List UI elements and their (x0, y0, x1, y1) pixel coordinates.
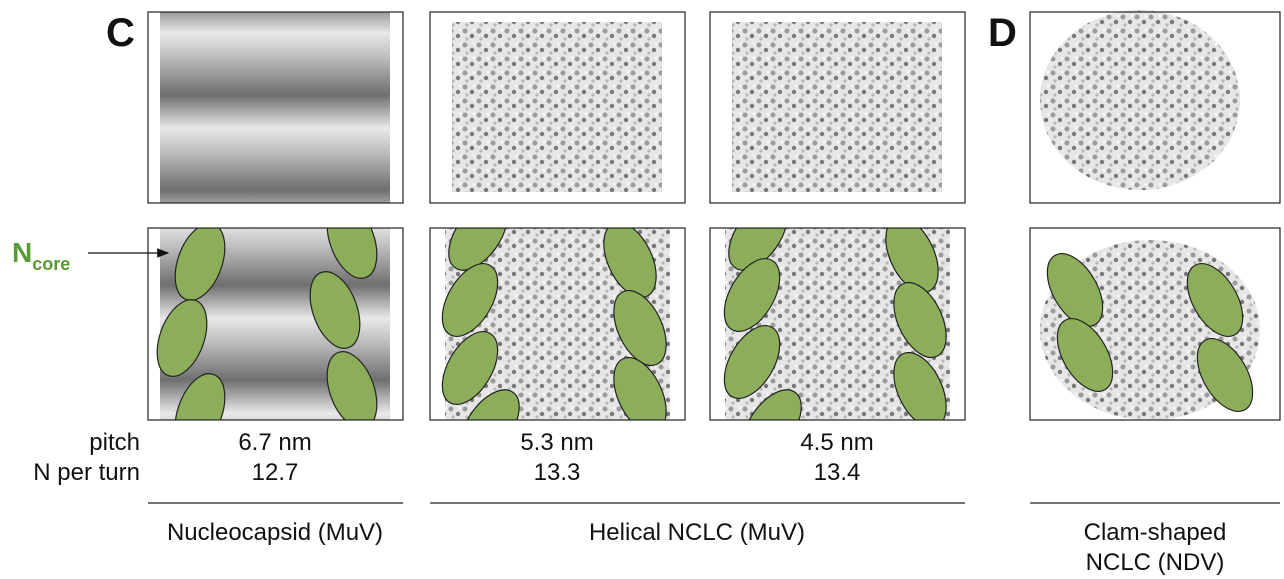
group-label: NCLC (NDV) (1086, 549, 1225, 576)
pitch-value: 4.5 nm (800, 429, 873, 456)
annotation-text: N (12, 237, 32, 268)
group-label: Helical NCLC (MuV) (589, 519, 805, 546)
row-label: N per turn (33, 459, 140, 486)
panel-label: D (988, 11, 1017, 55)
annotation-subscript: core (32, 254, 70, 274)
annotation: Ncore (12, 237, 70, 274)
map-image (148, 195, 390, 457)
map-image (452, 22, 662, 192)
panel-label: C (106, 11, 135, 55)
n-per-turn-value: 12.7 (252, 459, 299, 486)
map-image (1040, 10, 1240, 190)
group-label: Clam-shaped (1084, 519, 1227, 546)
figure: C D (0, 0, 1284, 579)
pitch-value: 6.7 nm (238, 429, 311, 456)
row-label: pitch (89, 429, 140, 456)
map-image (732, 22, 942, 192)
group-label: Nucleocapsid (MuV) (167, 519, 383, 546)
map-image (160, 12, 390, 203)
n-per-turn-value: 13.3 (534, 459, 581, 486)
pitch-value: 5.3 nm (520, 429, 593, 456)
n-per-turn-value: 13.4 (814, 459, 861, 486)
map-image (1036, 240, 1264, 421)
